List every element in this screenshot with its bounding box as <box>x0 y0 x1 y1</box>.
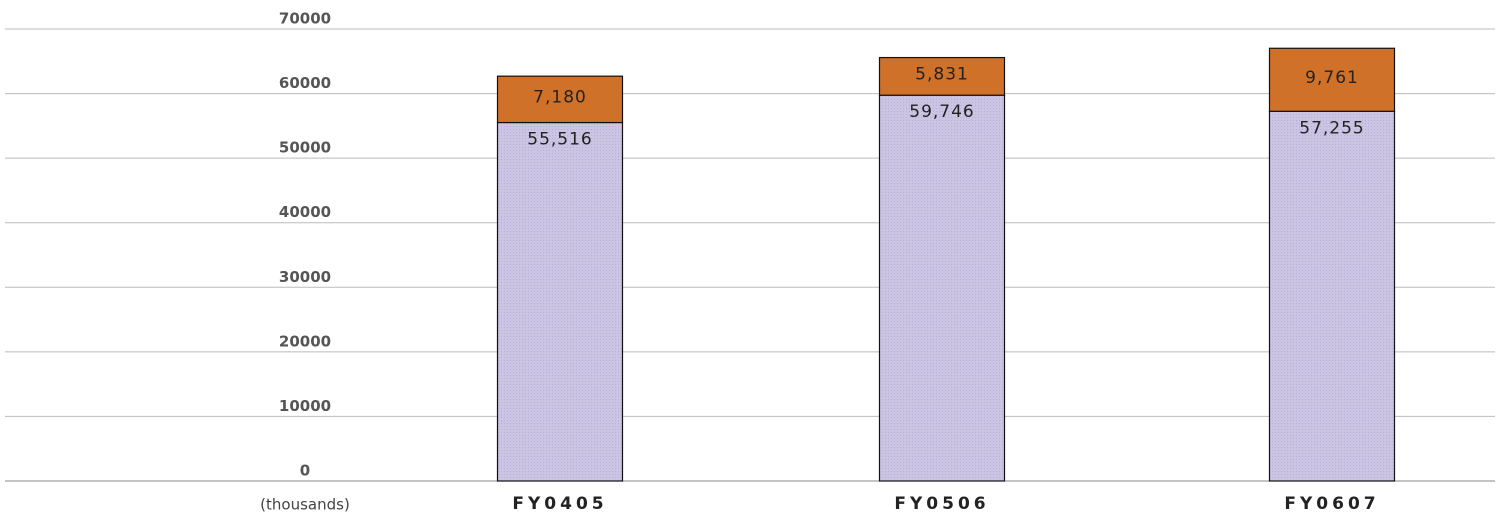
data-label: 5,831 <box>915 64 969 84</box>
data-label: 57,255 <box>1299 118 1364 138</box>
x-tick-label: FY0607 <box>1284 494 1379 514</box>
y-unit-label: (thousands) <box>260 496 350 514</box>
y-tick-label: 0 <box>300 462 310 480</box>
chart: (thousands) 0 10000 20000 30000 40000 50000 60… <box>0 0 1499 514</box>
y-tick-label: 50000 <box>279 139 331 157</box>
data-label: 7,180 <box>533 87 587 107</box>
bar-segment <box>880 95 1005 481</box>
y-tick-label: 60000 <box>279 74 331 92</box>
data-label: 55,516 <box>527 130 592 150</box>
bar-segment <box>1270 111 1395 481</box>
y-tick-label: 40000 <box>279 203 331 221</box>
data-label: 59,746 <box>909 102 974 122</box>
y-tick-label: 30000 <box>279 268 331 286</box>
data-label: 9,761 <box>1305 68 1359 88</box>
bar-segment <box>498 123 623 481</box>
y-tick-label: 20000 <box>279 332 331 350</box>
y-tick-label: 70000 <box>279 10 331 28</box>
y-tick-label: 10000 <box>279 397 331 415</box>
x-tick-label: FY0405 <box>512 494 607 514</box>
x-tick-label: FY0506 <box>894 494 989 514</box>
